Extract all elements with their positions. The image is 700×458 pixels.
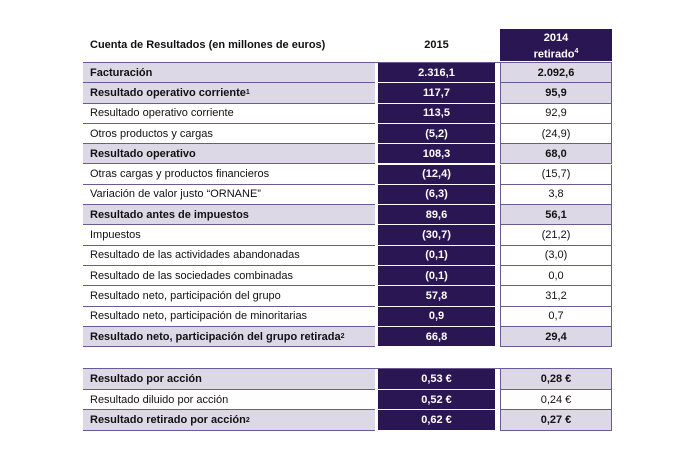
value-2015: 117,7 [378,83,495,104]
row-label: Resultado diluido por acción [83,390,375,411]
row-label-text: Otros productos y cargas [90,127,213,140]
value-2015: 89,6 [378,205,495,226]
row-label-text: Resultado retirado por acción [90,414,246,427]
table-title: Cuenta de Resultados (en millones de eur… [90,39,326,51]
value-2014: 29,4 [500,326,612,348]
value-2014: (15,7) [500,164,612,185]
value-2014: 68,0 [500,144,612,165]
row-label-text: Resultado neto, participación de minorit… [90,310,308,323]
row-label: Resultado de las actividades abandonadas [83,246,375,266]
value-2014: (24,9) [500,123,612,145]
value-2014: 95,9 [500,83,612,104]
row-label-text: Resultado neto, participación del grupo [90,289,281,302]
value-2015: 0,53 € [378,369,495,390]
row-label: Resultado neto, participación del grupo [83,286,375,307]
value-2014: 0,0 [500,266,612,287]
row-label-text: Resultado operativo corriente [90,107,234,120]
value-2014: (21,2) [500,225,612,246]
value-2014: 31,2 [500,286,612,307]
column-header-line: retirado4 [500,45,612,62]
row-label: Resultado retirado por acción 2 [83,410,375,432]
value-2014: (3,0) [500,245,612,266]
value-2015: 108,3 [378,144,495,165]
value-2014: 2.092,6 [500,63,612,84]
column-header: 2015 [424,39,449,51]
row-label: Resultado neto, participación de minorit… [83,307,375,327]
value-2015: (0,1) [378,245,495,266]
row-label-text: Facturación [90,66,153,79]
value-2015: (6,3) [378,184,495,206]
value-2015: (5,2) [378,123,495,145]
row-label: Impuestos [83,225,375,246]
value-2014: 0,24 € [500,389,612,411]
row-label: Otras cargas y productos financieros [83,165,375,185]
footnote-marker: 4 [574,48,579,55]
value-2015: 0,62 € [378,410,495,432]
row-label: Otros productos y cargas [83,124,375,145]
row-label-text: Resultado operativo [90,147,196,160]
footnote-marker: 2 [245,416,250,424]
value-2015: 2.316,1 [378,63,495,84]
section-rule [83,368,612,369]
row-label-text: Impuestos [90,229,141,242]
row-label: Resultado operativo [83,144,375,165]
value-2015: 66,8 [378,326,495,348]
value-2015: 113,5 [378,103,495,124]
row-label: Resultado operativo corriente 1 [83,83,375,104]
column-header-text: retirado [533,48,575,61]
value-2014: 0,7 [500,306,612,327]
row-label: Resultado por acción [83,369,375,390]
value-2014: 0,28 € [500,369,612,390]
value-2015: (0,1) [378,266,495,287]
row-label: Resultado antes de impuestos [83,205,375,226]
value-2014: 92,9 [500,103,612,124]
value-2014: 0,27 € [500,410,612,432]
value-2015: 0,52 € [378,389,495,411]
value-2015: (12,4) [378,164,495,185]
value-2014: 56,1 [500,205,612,226]
value-2014: 3,8 [500,184,612,206]
row-label-text: Variación de valor justo “ORNANE” [90,188,261,201]
row-label: Resultado operativo corriente [83,104,375,124]
value-2015: (30,7) [378,225,495,246]
row-label-text: Resultado de las actividades abandonadas [90,249,300,262]
row-label-text: Resultado neto, participación del grupo … [90,330,341,343]
row-label: Variación de valor justo “ORNANE” [83,185,375,206]
column-header-line: 2014 [543,32,569,44]
row-label-text: Resultado de las sociedades combinadas [90,269,294,282]
row-label-text: Resultado operativo corriente [90,86,246,99]
row-label-text: Resultado diluido por acción [90,393,229,406]
row-label: Resultado de las sociedades combinadas [83,266,375,287]
value-2015: 57,8 [378,286,495,307]
footnote-marker: 2 [340,333,345,341]
value-2015: 0,9 [378,306,495,327]
row-label-text: Resultado por acción [90,372,202,385]
row-label: Facturación [83,63,375,84]
row-label-text: Resultado antes de impuestos [90,208,249,221]
row-label-text: Otras cargas y productos financieros [90,168,270,181]
row-label: Resultado neto, participación del grupo … [83,326,375,348]
header-rule [83,62,612,63]
column-header: 2014 retirado4 [500,29,612,61]
footnote-marker: 1 [245,89,250,97]
